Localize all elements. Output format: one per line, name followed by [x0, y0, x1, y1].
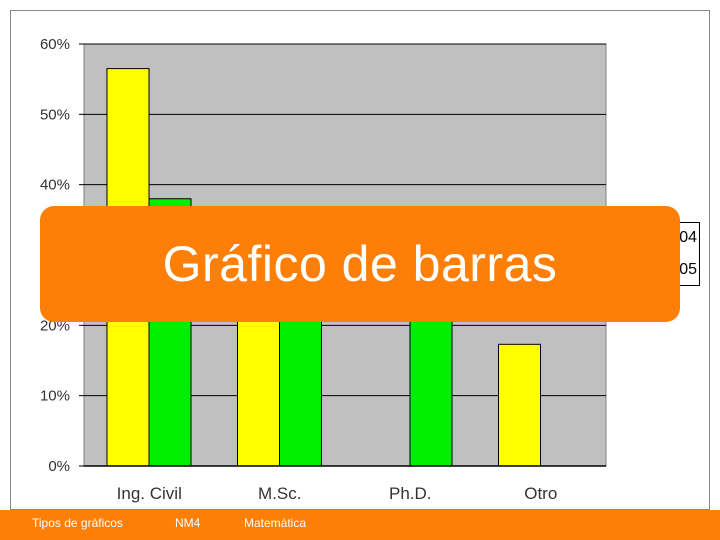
- footer-subject: Matemática: [244, 516, 307, 530]
- title-banner: Gráfico de barras: [40, 206, 680, 322]
- legend-label-series-2: 05: [679, 261, 697, 278]
- footer-topic: Tipos de gráficos: [32, 516, 123, 530]
- footer-bar: Tipos de gráficos NM4 Matemática: [0, 510, 720, 540]
- bar-1: [498, 343, 541, 467]
- x-tick-label: M.Sc.: [258, 484, 301, 503]
- y-tick-label: 50%: [40, 106, 70, 123]
- x-tick-label: Ph.D.: [389, 484, 432, 503]
- x-tick-label: Otro: [524, 484, 557, 503]
- legend-label-series-1: 04: [679, 229, 697, 246]
- y-tick-label: 0%: [48, 458, 70, 475]
- y-tick-label: 60%: [40, 36, 70, 53]
- slide-title: Gráfico de barras: [162, 236, 558, 292]
- y-tick-label: 10%: [40, 388, 70, 405]
- footer-level: NM4: [175, 516, 201, 530]
- y-tick-label: 40%: [40, 177, 70, 194]
- x-tick-label: Ing. Civil: [117, 484, 182, 503]
